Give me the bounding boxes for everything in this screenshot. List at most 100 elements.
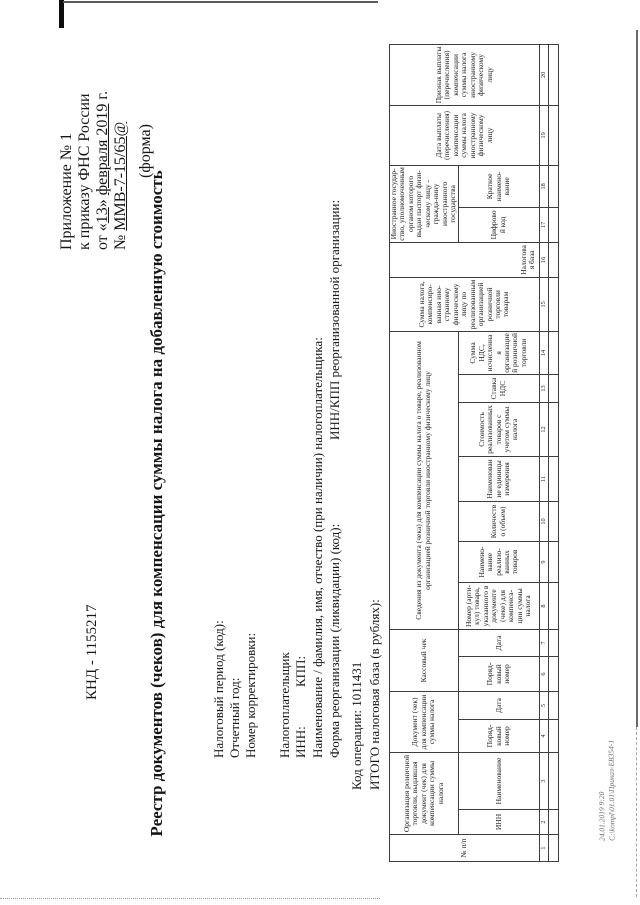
col-number: 16 (539, 242, 549, 278)
field-reorg-form: Форма реорганизации (ликвидации) (код): (327, 523, 342, 758)
data-cell-empty (548, 809, 559, 835)
col-header-quantity: Количество (объем) (458, 501, 540, 542)
data-cell-empty (548, 834, 559, 862)
group-header-cash-receipt: Кассовый чек (389, 629, 459, 692)
data-cell-empty (548, 629, 559, 657)
scan-artifact-mark (59, 0, 64, 28)
col-number: 11 (539, 456, 549, 502)
col-header-country-code: Цифровой код (458, 207, 540, 243)
data-cell-empty (548, 582, 559, 630)
col-header-inn: ИНН (458, 809, 540, 835)
print-stamp-path: С:\kompl\01.01\Приказ-ЕВ354-1 (605, 739, 617, 841)
col-number: 3 (539, 752, 549, 810)
data-cell-empty (548, 374, 559, 403)
field-report-year: Отчетный год: (227, 677, 242, 758)
appendix-line-2: к приказу ФНС России (76, 93, 93, 250)
col-number: 14 (539, 331, 549, 375)
scan-edge-line (636, 30, 638, 727)
operation-code-value: 1011431 (349, 661, 364, 707)
field-reorg-innkpp: ИНН/КПП реорганизованной организации: (327, 199, 342, 440)
order-number-prefix: № (112, 230, 129, 250)
col-number: 13 (539, 374, 549, 403)
data-cell-empty (548, 242, 559, 278)
appendix-line-3: от «13» февраля 2019 г. (94, 91, 112, 250)
data-cell-empty (548, 656, 559, 692)
col-number: 10 (539, 501, 549, 542)
col-header-payment-sign: Признак выплаты (перечисления) компенсац… (389, 44, 540, 106)
appendix-date-day: 13 (94, 207, 111, 224)
col-number: 4 (539, 719, 549, 753)
knd-code: КНД - 1155217 (84, 604, 100, 700)
col-number: 15 (539, 277, 549, 332)
appendix-date-pre: от « (94, 223, 111, 250)
scan-edge-line (636, 727, 637, 897)
data-cell-empty (548, 541, 559, 583)
field-kpp: КПП: (293, 655, 308, 687)
col-header-num: № п/п (389, 834, 540, 862)
data-cell-empty (548, 331, 559, 375)
print-stamp: 24.01.2019 9:20 С:\kompl\01.01\Приказ-ЕВ… (596, 740, 616, 841)
col-number: 9 (539, 541, 549, 583)
col-header-vat-rate: Ставка НДС (458, 374, 540, 403)
col-header-doc-date: Дата (458, 691, 540, 720)
col-header-receipt-date: Дата (458, 629, 540, 657)
data-cell-empty (548, 44, 559, 106)
appendix-date-mid: » (94, 195, 111, 208)
data-cell-empty (548, 719, 559, 753)
data-cell-empty (548, 277, 559, 332)
col-number: 19 (539, 105, 549, 166)
field-operation-code: Код операции: 1011431 (349, 662, 365, 790)
col-header-country-name: Краткое наимено-вание (458, 165, 540, 208)
group-header-tax-free-doc: Документ (чек) для компенсации суммы нал… (389, 691, 459, 753)
order-number: ММВ-7-15/65@ (112, 121, 129, 231)
col-header-article-number: Номер (арти-кул) товара, указанного в до… (458, 582, 540, 630)
col-header-tax-base: Налоговая база (389, 242, 540, 278)
field-taxpayer-name: Наименование / фамилия, имя, отчество (п… (310, 337, 325, 758)
appendix-block: Приложение № 1 к приказу ФНС России от «… (58, 91, 155, 250)
scan-edge-line (0, 898, 380, 899)
operation-code-label: Код операции: (349, 710, 364, 790)
col-number: 18 (539, 165, 549, 208)
appendix-date-month: февраля 2019 (94, 103, 111, 196)
col-header-compensated-sum: Сумма налога, компенсиро-ванная ино-стра… (389, 277, 540, 332)
group-header-foreign-state: Иностранное государ-ство, уполномоченным… (389, 165, 459, 243)
col-number: 6 (539, 656, 549, 692)
col-header-goods-name: Наимено-вание реализо-ванных товаров (458, 541, 540, 583)
col-number: 5 (539, 691, 549, 720)
data-cell-empty (548, 456, 559, 502)
col-header-cost: Стоимость реализованных товаров с учетом… (458, 402, 540, 457)
data-cell-empty (548, 165, 559, 208)
data-cell-empty (548, 501, 559, 542)
field-correction-number: Номер корректировки: (243, 632, 258, 758)
col-header-payment-date: Дата выплаты (перечисления) компенсации … (389, 105, 540, 166)
group-header-goods-info: Сведения из документа (чека) для компенс… (389, 331, 459, 630)
appendix-date-post: г. (94, 90, 111, 104)
col-number: 2 (539, 809, 549, 835)
field-inn: ИНН: (293, 726, 308, 758)
data-cell-empty (548, 402, 559, 457)
data-cell-empty (548, 691, 559, 720)
data-cell-empty (548, 105, 559, 166)
form-title: Реестр документов (чеков) для компенсаци… (147, 170, 166, 837)
col-number: 20 (539, 44, 549, 106)
col-header-vat-sum: Сумма НДС, исчисленная организацией розн… (458, 331, 540, 375)
col-header-doc-number: Поряд-ковый номер (458, 719, 540, 753)
col-number: 1 (539, 834, 549, 862)
col-number: 12 (539, 402, 549, 457)
scan-edge-line (63, 1, 378, 3)
col-header-unit: Наименование единицы измерения (458, 456, 540, 502)
appendix-line-1: Приложение № 1 (58, 132, 75, 250)
col-number: 17 (539, 207, 549, 243)
register-table: № п/п Организация розничной торговли, вы… (389, 43, 559, 862)
field-total-tax-base: ИТОГО налоговая база (в рублях): (367, 599, 382, 790)
col-header-receipt-number: Поряд-ковый номер (458, 656, 540, 692)
data-cell-empty (548, 207, 559, 243)
col-header-org-name: Наименование (458, 752, 540, 810)
col-number: 7 (539, 629, 549, 657)
appendix-line-4: № ММВ-7-15/65@ (112, 91, 130, 250)
field-tax-period: Налоговый период (код): (211, 620, 226, 758)
group-header-retail-org: Организация розничной торговли, выдавшая… (389, 752, 459, 835)
col-number: 8 (539, 582, 549, 630)
